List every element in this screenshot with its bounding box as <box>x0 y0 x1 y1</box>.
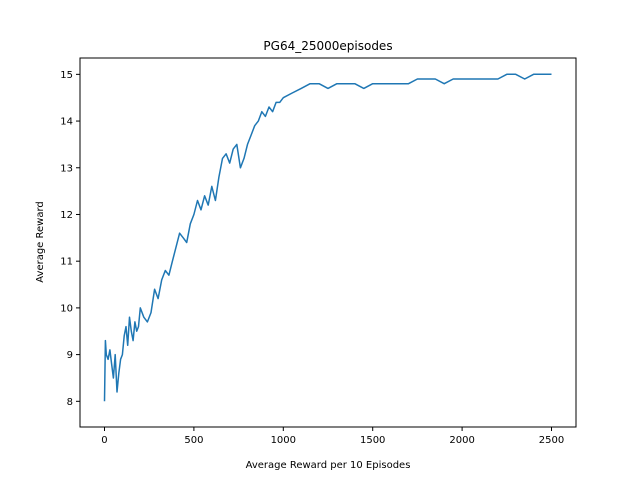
x-tick-label: 2500 <box>539 435 564 446</box>
y-tick-label: 11 <box>60 257 73 268</box>
chart-title: PG64_25000episodes <box>263 39 392 53</box>
y-axis: 8 9 10 11 12 13 14 15 <box>60 70 80 408</box>
y-tick-label: 12 <box>60 210 73 221</box>
y-axis-label: Average Reward <box>35 201 46 282</box>
series-line-0 <box>103 73 552 402</box>
y-tick-label: 13 <box>60 163 73 174</box>
x-tick-label: 500 <box>184 435 203 446</box>
plot-area <box>103 73 552 402</box>
x-tick-label: 1000 <box>271 435 296 446</box>
x-axis: 0 500 1000 1500 2000 2500 <box>101 427 564 446</box>
x-tick-label: 0 <box>101 435 107 446</box>
y-tick-label: 10 <box>60 303 73 314</box>
y-tick-label: 15 <box>60 70 73 81</box>
y-tick-label: 8 <box>67 397 73 408</box>
x-tick-label: 1500 <box>360 435 385 446</box>
y-tick-label: 9 <box>67 350 73 361</box>
x-axis-label: Average Reward per 10 Episodes <box>246 460 411 471</box>
x-tick-label: 2000 <box>449 435 474 446</box>
plot-frame <box>79 57 577 428</box>
y-tick-label: 14 <box>60 117 73 128</box>
